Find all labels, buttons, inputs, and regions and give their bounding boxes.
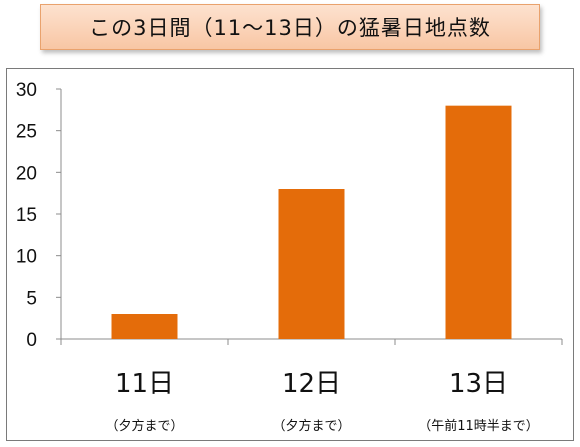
y-tick-label: 10 — [16, 247, 37, 268]
x-category-note: （夕方まで） — [272, 418, 350, 434]
bars — [111, 105, 512, 340]
x-category-label: 11日 — [115, 369, 174, 399]
x-axis — [60, 338, 563, 345]
x-category-label: 12日 — [282, 369, 341, 399]
y-tick-label: 20 — [16, 163, 37, 184]
bar-1 — [111, 314, 178, 339]
x-category-label: 13日 — [449, 369, 508, 399]
y-tick-label: 15 — [16, 205, 37, 226]
y-tick-label: 25 — [16, 122, 37, 143]
y-tick-label: 5 — [26, 288, 37, 309]
chart-title: この3日間（11～13日）の猛暑日地点数 — [40, 4, 540, 50]
y-tick-label: 0 — [26, 330, 37, 351]
bar-3 — [445, 105, 512, 340]
x-tick-labels: 11日 （夕方まで） 12日 （夕方まで） 13日 （午前11時半まで） — [105, 369, 538, 434]
y-axis: 0 5 10 15 20 25 30 — [16, 80, 62, 351]
y-tick-label: 30 — [16, 80, 37, 101]
x-category-note: （午前11時半まで） — [418, 418, 539, 434]
bar-2 — [278, 189, 345, 339]
x-category-note: （夕方まで） — [105, 418, 183, 434]
